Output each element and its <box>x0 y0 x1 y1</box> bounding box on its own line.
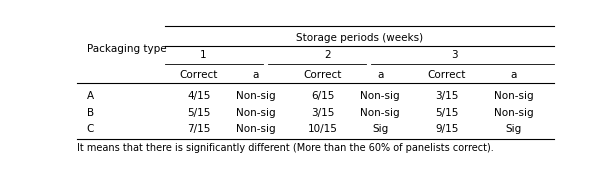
Text: 5/15: 5/15 <box>187 108 211 118</box>
Text: 3/15: 3/15 <box>436 92 459 102</box>
Text: Correct: Correct <box>428 70 466 80</box>
Text: A: A <box>86 92 94 102</box>
Text: 4/15: 4/15 <box>187 92 211 102</box>
Text: Correct: Correct <box>179 70 218 80</box>
Text: Correct: Correct <box>304 70 342 80</box>
Text: a: a <box>253 70 259 80</box>
Text: 2: 2 <box>324 50 331 60</box>
Text: Sig: Sig <box>372 124 388 134</box>
Text: C: C <box>86 124 94 134</box>
Text: a: a <box>377 70 383 80</box>
Text: Non-sig: Non-sig <box>494 92 533 102</box>
Text: 7/15: 7/15 <box>187 124 211 134</box>
Text: Non-sig: Non-sig <box>360 108 400 118</box>
Text: 9/15: 9/15 <box>436 124 459 134</box>
Text: Non-sig: Non-sig <box>236 108 276 118</box>
Text: Packaging type: Packaging type <box>86 44 166 54</box>
Text: B: B <box>86 108 94 118</box>
Text: 6/15: 6/15 <box>311 92 334 102</box>
Text: Non-sig: Non-sig <box>236 124 276 134</box>
Text: 1: 1 <box>200 50 207 60</box>
Text: Storage periods (weeks): Storage periods (weeks) <box>296 33 423 43</box>
Text: It means that there is significantly different (More than the 60% of panelists c: It means that there is significantly dif… <box>77 143 494 153</box>
Text: 3/15: 3/15 <box>311 108 334 118</box>
Text: Non-sig: Non-sig <box>360 92 400 102</box>
Text: Non-sig: Non-sig <box>494 108 533 118</box>
Text: 10/15: 10/15 <box>308 124 338 134</box>
Text: 3: 3 <box>451 50 458 60</box>
Text: Sig: Sig <box>506 124 522 134</box>
Text: a: a <box>511 70 517 80</box>
Text: Non-sig: Non-sig <box>236 92 276 102</box>
Text: 5/15: 5/15 <box>436 108 459 118</box>
